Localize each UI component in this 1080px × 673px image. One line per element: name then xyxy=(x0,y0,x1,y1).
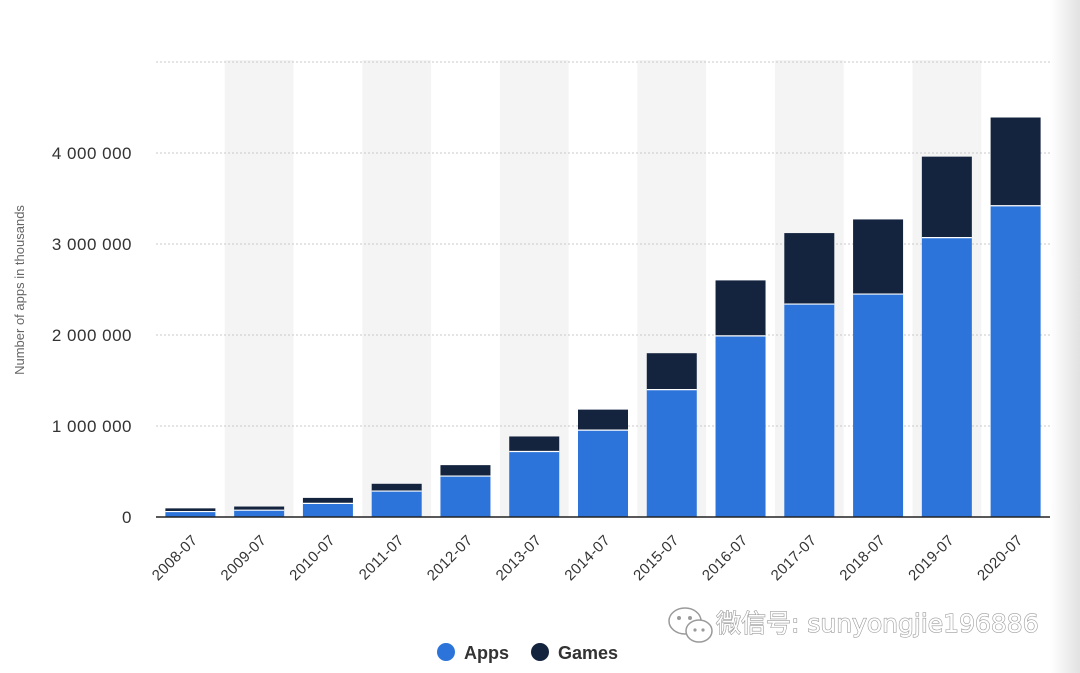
bar-apps-2010-07 xyxy=(302,503,353,517)
bar-apps-2016-07 xyxy=(715,335,766,517)
bar-apps-2015-07 xyxy=(646,389,697,517)
watermark: 微信号: sunyongjie196886 xyxy=(668,607,1039,643)
wechat-icon xyxy=(668,607,713,643)
bar-apps-2020-07 xyxy=(990,205,1041,517)
legend-swatch-games xyxy=(531,643,549,661)
bar-apps-2018-07 xyxy=(853,294,904,517)
bar-games-2009-07 xyxy=(234,506,285,511)
bars xyxy=(165,117,1041,517)
x-tick-label: 2018-07 xyxy=(836,532,888,584)
column-band xyxy=(224,60,294,517)
x-tick-label: 2010-07 xyxy=(286,532,338,584)
bar-games-2008-07 xyxy=(165,508,216,512)
column-band xyxy=(362,60,432,517)
bar-apps-2011-07 xyxy=(371,491,422,517)
right-edge-shadow xyxy=(1050,0,1080,673)
legend-label-games: Games xyxy=(558,643,618,663)
x-tick-label: 2019-07 xyxy=(905,532,957,584)
bar-games-2013-07 xyxy=(509,436,560,452)
legend-label-apps: Apps xyxy=(464,643,509,663)
y-tick-label: 3 000 000 xyxy=(52,235,132,254)
bar-apps-2008-07 xyxy=(165,511,216,517)
x-tick-label: 2015-07 xyxy=(630,532,682,584)
bar-apps-2014-07 xyxy=(578,430,628,517)
bar-games-2017-07 xyxy=(784,233,835,305)
bar-games-2012-07 xyxy=(440,465,491,477)
bar-apps-2019-07 xyxy=(921,237,972,517)
x-tick-label: 2011-07 xyxy=(356,532,408,584)
y-tick-label: 4 000 000 xyxy=(52,144,132,163)
bar-apps-2009-07 xyxy=(234,510,285,517)
x-tick-label: 2017-07 xyxy=(768,532,820,584)
bar-games-2011-07 xyxy=(371,483,422,492)
x-tick-label: 2013-07 xyxy=(493,532,545,584)
x-tick-label: 2012-07 xyxy=(424,532,476,584)
watermark-text: 微信号: sunyongjie196886 xyxy=(716,609,1039,638)
y-tick-label: 2 000 000 xyxy=(52,326,132,345)
bar-games-2018-07 xyxy=(853,219,904,295)
legend: Apps Games xyxy=(437,643,618,663)
y-tick-label: 1 000 000 xyxy=(52,417,132,436)
x-tick-label: 2008-07 xyxy=(149,532,201,584)
bar-games-2014-07 xyxy=(578,409,628,431)
bar-games-2019-07 xyxy=(921,156,972,238)
x-tick-label: 2014-07 xyxy=(561,532,613,584)
legend-swatch-apps xyxy=(437,643,455,661)
x-tick-label: 2016-07 xyxy=(699,532,751,584)
y-tick-label: 0 xyxy=(122,508,132,527)
bar-games-2010-07 xyxy=(302,497,353,504)
bar-games-2020-07 xyxy=(990,117,1041,206)
bar-apps-2013-07 xyxy=(509,451,560,517)
bar-games-2015-07 xyxy=(646,353,697,390)
x-tick-labels: 2008-07 2009-07 2010-07 2011-07 2012-07 2013-… xyxy=(149,532,1027,584)
y-axis-label: Number of apps in thousands xyxy=(12,205,27,375)
x-tick-label: 2020-07 xyxy=(974,532,1026,584)
x-tick-label: 2009-07 xyxy=(218,532,270,584)
bar-apps-2012-07 xyxy=(440,476,491,517)
y-tick-labels: 0 1 000 000 2 000 000 3 000 000 4 000 000 xyxy=(52,144,132,527)
bar-games-2016-07 xyxy=(715,280,766,336)
bar-apps-2017-07 xyxy=(784,304,835,517)
